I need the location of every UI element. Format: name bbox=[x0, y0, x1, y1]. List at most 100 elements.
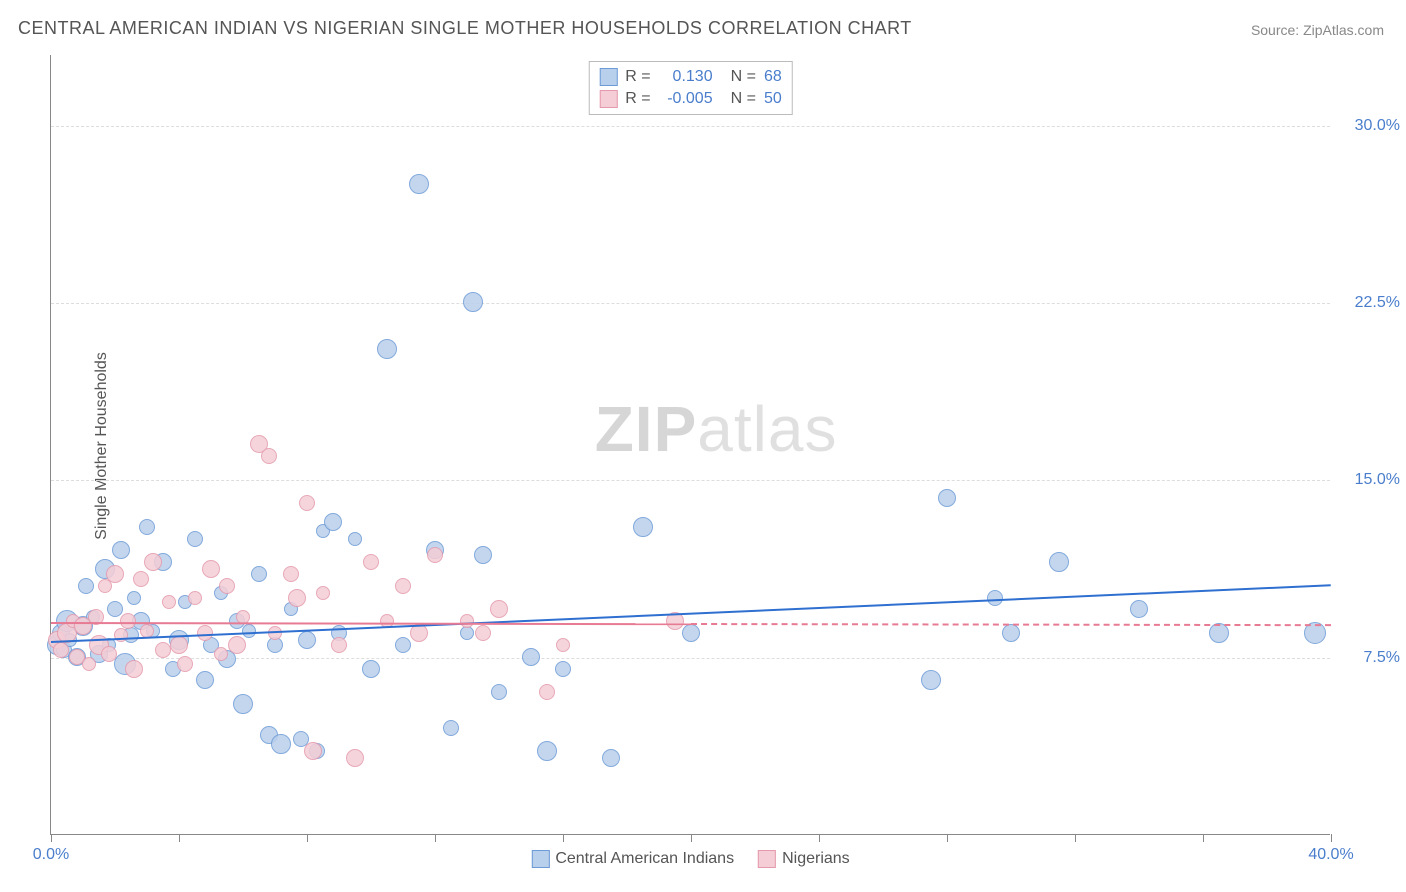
gridline bbox=[51, 480, 1330, 481]
x-tick bbox=[435, 834, 436, 842]
scatter-point bbox=[78, 578, 94, 594]
scatter-point bbox=[395, 578, 411, 594]
y-tick-label: 30.0% bbox=[1340, 117, 1400, 135]
chart-title: CENTRAL AMERICAN INDIAN VS NIGERIAN SING… bbox=[18, 18, 912, 39]
n-label: N = bbox=[731, 66, 756, 88]
watermark-bold: ZIP bbox=[595, 393, 698, 465]
y-tick-label: 22.5% bbox=[1340, 294, 1400, 312]
n-value: 68 bbox=[764, 66, 782, 88]
scatter-point bbox=[331, 637, 347, 653]
scatter-point bbox=[177, 656, 193, 672]
watermark: ZIPatlas bbox=[595, 392, 838, 466]
scatter-point bbox=[556, 638, 570, 652]
scatter-point bbox=[271, 734, 291, 754]
x-tick bbox=[819, 834, 820, 842]
scatter-point bbox=[395, 637, 411, 653]
scatter-point bbox=[474, 546, 492, 564]
scatter-point bbox=[443, 720, 459, 736]
scatter-point bbox=[101, 646, 117, 662]
scatter-point bbox=[133, 571, 149, 587]
scatter-point bbox=[228, 636, 246, 654]
x-tick bbox=[179, 834, 180, 842]
scatter-point bbox=[139, 519, 155, 535]
scatter-point bbox=[187, 531, 203, 547]
scatter-point bbox=[107, 601, 123, 617]
stats-legend-row: R =-0.005N =50 bbox=[599, 88, 781, 110]
scatter-point bbox=[82, 657, 96, 671]
n-label: N = bbox=[731, 88, 756, 110]
scatter-point bbox=[539, 684, 555, 700]
scatter-point bbox=[1209, 623, 1229, 643]
scatter-point bbox=[298, 631, 316, 649]
scatter-point bbox=[475, 625, 491, 641]
x-tick-label: 0.0% bbox=[33, 846, 69, 864]
scatter-point bbox=[188, 591, 202, 605]
source-label: Source: ZipAtlas.com bbox=[1251, 22, 1384, 38]
scatter-point bbox=[987, 590, 1003, 606]
scatter-point bbox=[522, 648, 540, 666]
x-tick bbox=[947, 834, 948, 842]
x-tick bbox=[1203, 834, 1204, 842]
scatter-point bbox=[53, 642, 69, 658]
scatter-point bbox=[299, 495, 315, 511]
legend-label: Nigerians bbox=[782, 850, 850, 868]
scatter-point bbox=[162, 595, 176, 609]
r-value: -0.005 bbox=[659, 88, 713, 110]
scatter-point bbox=[283, 566, 299, 582]
scatter-point bbox=[555, 661, 571, 677]
scatter-point bbox=[214, 647, 228, 661]
scatter-point bbox=[106, 565, 124, 583]
scatter-point bbox=[491, 684, 507, 700]
scatter-point bbox=[348, 532, 362, 546]
scatter-point bbox=[1130, 600, 1148, 618]
scatter-point bbox=[363, 554, 379, 570]
scatter-point bbox=[288, 589, 306, 607]
x-tick bbox=[51, 834, 52, 842]
scatter-point bbox=[170, 636, 188, 654]
scatter-point bbox=[463, 292, 483, 312]
scatter-point bbox=[202, 560, 220, 578]
scatter-point bbox=[921, 670, 941, 690]
legend-swatch bbox=[758, 850, 776, 868]
scatter-point bbox=[460, 614, 474, 628]
legend-item: Central American Indians bbox=[531, 850, 734, 868]
scatter-point bbox=[409, 174, 429, 194]
scatter-plot: ZIPatlas 7.5%15.0%22.5%30.0%0.0%40.0%R =… bbox=[50, 55, 1330, 835]
r-label: R = bbox=[625, 88, 650, 110]
stats-legend: R =0.130N =68R =-0.005N =50 bbox=[588, 61, 792, 115]
r-label: R = bbox=[625, 66, 650, 88]
scatter-point bbox=[196, 671, 214, 689]
scatter-point bbox=[427, 547, 443, 563]
gridline bbox=[51, 126, 1330, 127]
scatter-point bbox=[242, 624, 256, 638]
scatter-point bbox=[1002, 624, 1020, 642]
watermark-light: atlas bbox=[697, 393, 837, 465]
scatter-point bbox=[938, 489, 956, 507]
x-tick bbox=[563, 834, 564, 842]
legend-swatch bbox=[599, 68, 617, 86]
scatter-point bbox=[316, 586, 330, 600]
legend-item: Nigerians bbox=[758, 850, 850, 868]
scatter-point bbox=[324, 513, 342, 531]
scatter-point bbox=[602, 749, 620, 767]
scatter-point bbox=[251, 566, 267, 582]
scatter-point bbox=[304, 742, 322, 760]
x-tick bbox=[1331, 834, 1332, 842]
y-tick-label: 7.5% bbox=[1340, 649, 1400, 667]
x-tick-label: 40.0% bbox=[1308, 846, 1353, 864]
scatter-point bbox=[346, 749, 364, 767]
x-tick bbox=[691, 834, 692, 842]
scatter-point bbox=[1049, 552, 1069, 572]
scatter-point bbox=[144, 553, 162, 571]
scatter-point bbox=[633, 517, 653, 537]
x-tick bbox=[1075, 834, 1076, 842]
gridline bbox=[51, 658, 1330, 659]
y-tick-label: 15.0% bbox=[1340, 471, 1400, 489]
series-legend: Central American Indians Nigerians bbox=[531, 850, 849, 868]
scatter-point bbox=[377, 339, 397, 359]
scatter-point bbox=[537, 741, 557, 761]
legend-label: Central American Indians bbox=[555, 850, 734, 868]
scatter-point bbox=[114, 628, 128, 642]
stats-legend-row: R =0.130N =68 bbox=[599, 66, 781, 88]
scatter-point bbox=[112, 541, 130, 559]
